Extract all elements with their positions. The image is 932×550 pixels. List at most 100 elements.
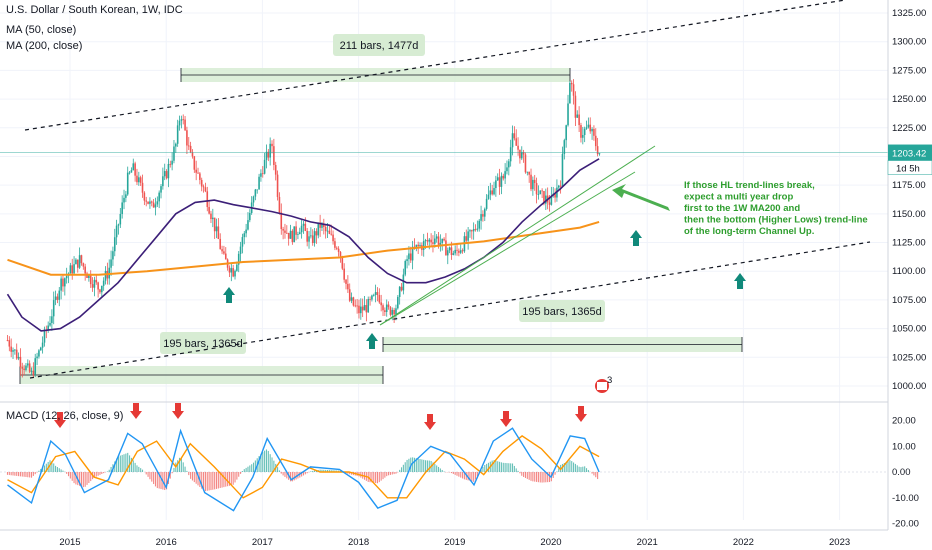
- candle-body: [15, 349, 18, 359]
- pointer-arrow-icon: [612, 184, 670, 211]
- candle-body: [343, 268, 345, 280]
- candle-body: [186, 130, 188, 146]
- time-tick-label: 2016: [156, 537, 177, 548]
- macd-tick-label: -20.00: [892, 519, 919, 530]
- candle-body: [199, 173, 201, 180]
- candle-body: [450, 247, 453, 255]
- candle-body: [406, 259, 408, 262]
- candle-body: [193, 156, 196, 170]
- candle-body: [408, 253, 410, 260]
- candle-body: [180, 119, 183, 121]
- measure-top-label: 211 bars, 1477d: [340, 40, 419, 52]
- annotations: If those HL trend-lines break,expect a m…: [54, 180, 868, 430]
- measure-right-label-box: [519, 300, 605, 322]
- candle-body: [102, 280, 105, 286]
- time-tick-label: 2022: [733, 537, 754, 548]
- price-tick-label: 1000.00: [892, 381, 926, 392]
- candle-body: [310, 235, 312, 237]
- candle-body: [163, 171, 166, 177]
- candle-body: [493, 188, 495, 195]
- annotation-line: first to the 1W MA200 and: [684, 203, 800, 214]
- candle-body: [269, 143, 271, 158]
- candle-body: [10, 346, 12, 352]
- candle-body: [480, 214, 482, 221]
- candle-body: [489, 190, 492, 195]
- candle-body: [49, 322, 51, 326]
- candle-body: [337, 248, 340, 252]
- annotation-line: of the long-term Channel Up.: [684, 226, 814, 237]
- candle-body: [347, 283, 349, 290]
- candle-body: [280, 212, 283, 230]
- candle-body: [496, 177, 499, 181]
- measure-right-label: 195 bars, 1365d: [522, 306, 602, 318]
- last-price-value: 1203.42: [892, 149, 926, 160]
- candle-body: [397, 296, 399, 309]
- candle-body: [86, 273, 88, 279]
- candle-body: [530, 174, 532, 190]
- candle-body: [339, 251, 342, 257]
- candle-body: [139, 177, 142, 183]
- candle-body: [313, 231, 316, 244]
- candle-body: [311, 235, 314, 244]
- candle-body: [324, 226, 327, 232]
- candle-body: [532, 179, 534, 190]
- candle-body: [432, 242, 434, 244]
- candle-body: [162, 176, 164, 187]
- candle-body: [143, 192, 146, 201]
- candle-body: [12, 350, 14, 352]
- candle-body: [263, 159, 266, 174]
- measure-left-label-box: [160, 332, 246, 354]
- candle-body: [317, 222, 320, 236]
- candle-body: [498, 177, 501, 187]
- candle-body: [356, 305, 358, 307]
- down-arrow-icon: [424, 414, 436, 430]
- candle-body: [291, 230, 294, 243]
- candle-body: [334, 241, 336, 248]
- candle-body: [391, 309, 394, 315]
- candle-body: [117, 224, 120, 226]
- candle-body: [441, 238, 444, 243]
- candle-body: [243, 233, 246, 238]
- candle-body: [136, 175, 138, 183]
- candle-body: [485, 198, 488, 209]
- candle-body: [47, 325, 49, 331]
- candle-body: [395, 308, 397, 315]
- candle-body: [554, 193, 556, 198]
- candle-body: [308, 236, 310, 242]
- candle-body: [539, 190, 542, 195]
- candle-body: [585, 127, 588, 129]
- candle-body: [138, 177, 140, 183]
- candle-body: [217, 226, 220, 239]
- candle-body: [533, 179, 536, 184]
- candle-body: [154, 204, 157, 208]
- candle-body: [402, 274, 405, 291]
- candle-body: [384, 310, 386, 313]
- measure-boxes: 211 bars, 1477d 195 bars, 1365d 195 bars, …: [19, 34, 743, 384]
- candle-body: [354, 305, 357, 307]
- candle-body: [321, 223, 323, 228]
- candle-body: [88, 274, 90, 279]
- time-tick-label: 2015: [59, 537, 80, 548]
- channel-top-line: [24, 0, 846, 131]
- down-arrow-icon: [500, 411, 512, 427]
- down-arrow-icon: [575, 406, 587, 422]
- candle-body: [76, 259, 79, 268]
- candle-body: [502, 175, 505, 179]
- candle-body: [197, 172, 199, 174]
- price-tick-label: 1125.00: [892, 238, 926, 249]
- candle-body: [113, 237, 116, 252]
- candle-body: [509, 147, 512, 162]
- candle-body: [132, 163, 135, 171]
- down-arrow-icon: [54, 412, 66, 428]
- candle-body: [150, 201, 153, 203]
- candle-body: [594, 135, 597, 147]
- candle-body: [543, 191, 545, 204]
- candle-body: [213, 217, 216, 232]
- candle-body: [43, 329, 46, 343]
- candle-body: [169, 163, 172, 165]
- candle-body: [332, 234, 334, 242]
- candle-body: [176, 125, 179, 144]
- candle-body: [165, 171, 168, 179]
- candle-body: [121, 202, 123, 214]
